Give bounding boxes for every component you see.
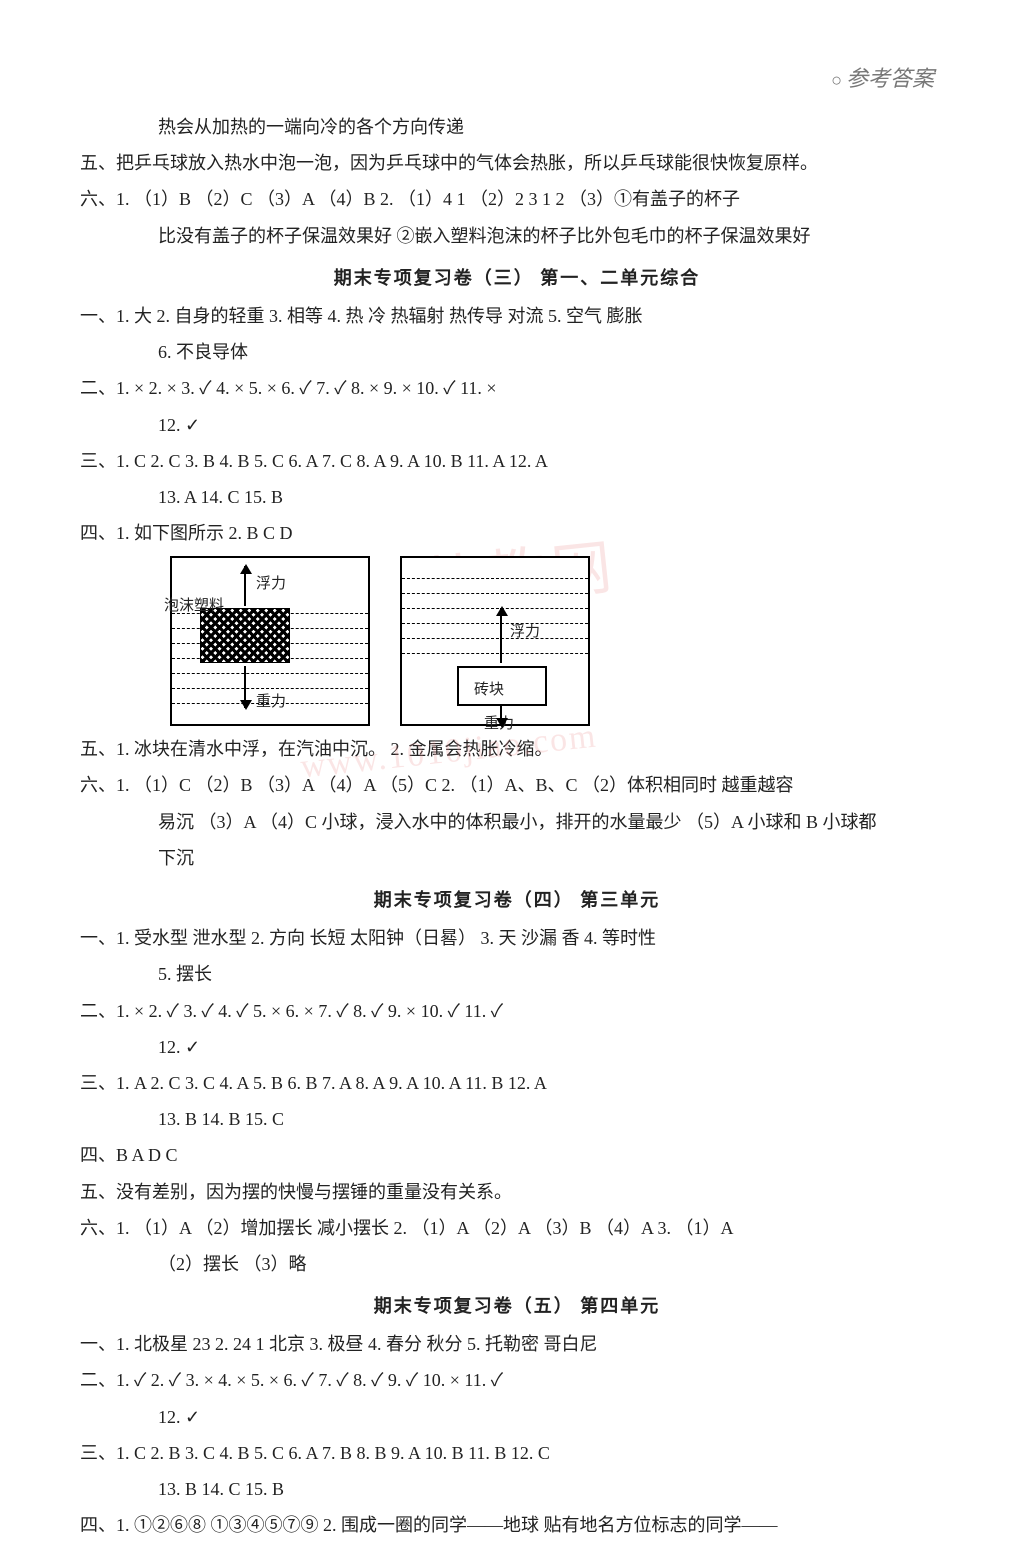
label-fuli-1: 浮力 [256,570,286,599]
section-3-title: 期末专项复习卷（三） 第一、二单元综合 [80,261,954,295]
pre-line-4: 比没有盖子的杯子保温效果好 ②嵌入塑料泡沫的杯子比外包毛巾的杯子保温效果好 [80,219,954,253]
sec4-si: 四、B A D C [80,1138,954,1172]
section-5-title: 期末专项复习卷（五） 第四单元 [80,1289,954,1323]
sec4-yi-1: 一、1. 受水型 泄水型 2. 方向 长短 太阳钟（日晷） 3. 天 沙漏 香 … [80,921,954,955]
sec5-san-1b: 13. B 14. C 15. B [80,1472,954,1506]
diagram-foam: 浮力 泡沫塑料 重力 [170,556,370,726]
label-zhongli-1: 重力 [256,688,286,717]
sec3-wu: 五、1. 冰块在清水中浮，在汽油中沉。 2. 金属会热胀冷缩。 [80,732,954,766]
pre-line-3: 六、1. （1）B （2）C （3）A （4）B 2. （1）4 1 （2）2 … [80,182,954,216]
pre-line-1: 热会从加热的一端向冷的各个方向传递 [80,110,954,144]
sec5-yi-1: 一、1. 北极星 23 2. 24 1 北京 3. 极昼 4. 春分 秋分 5.… [80,1327,954,1361]
sec4-er-1: 二、1. × 2. ✓ 3. ✓ 4. ✓ 5. × 6. × 7. ✓ 8. … [80,994,954,1028]
sec4-liu-1b: （2）摆长 （3）略 [80,1247,954,1281]
sec3-yi-1: 一、1. 大 2. 自身的轻重 3. 相等 4. 热 冷 热辐射 热传导 对流 … [80,299,954,333]
sec3-san-1: 三、1. C 2. C 3. B 4. B 5. C 6. A 7. C 8. … [80,444,954,478]
diagram-brick: 浮力 砖块 重力 [400,556,590,726]
sec5-si: 四、1. ①②⑥⑧ ①③④⑤⑦⑨ 2. 围成一圈的同学——地球 贴有地名方位标志… [80,1508,954,1542]
section-4-title: 期末专项复习卷（四） 第三单元 [80,883,954,917]
sec4-liu-1: 六、1. （1）A （2）增加摆长 减小摆长 2. （1）A （2）A （3）B… [80,1211,954,1245]
sec4-er-1b: 12. ✓ [80,1030,954,1064]
diagram-row: 浮力 泡沫塑料 重力 浮力 砖块 重力 [170,556,954,726]
sec3-si: 四、1. 如下图所示 2. B C D [80,516,954,550]
sec4-san-1: 三、1. A 2. C 3. C 4. A 5. B 6. B 7. A 8. … [80,1066,954,1100]
sec3-er-1b: 12. ✓ [80,408,954,442]
sec4-wu: 五、没有差别，因为摆的快慢与摆锤的重量没有关系。 [80,1175,954,1209]
sec3-san-1b: 13. A 14. C 15. B [80,480,954,514]
sec5-san-1: 三、1. C 2. B 3. C 4. B 5. C 6. A 7. B 8. … [80,1436,954,1470]
sec4-yi-1b: 5. 摆长 [80,957,954,991]
sec4-san-1b: 13. B 14. B 15. C [80,1102,954,1136]
label-paomo: 泡沫塑料 [164,592,224,621]
sec3-yi-1b: 6. 不良导体 [80,335,954,369]
sec3-liu-1c: 下沉 [80,841,954,875]
label-zhuankuai: 砖块 [474,676,504,705]
sec5-er-1: 二、1. ✓ 2. ✓ 3. × 4. × 5. × 6. ✓ 7. ✓ 8. … [80,1363,954,1397]
sec3-er-1: 二、1. × 2. × 3. ✓ 4. × 5. × 6. ✓ 7. ✓ 8. … [80,371,954,405]
header-badge: 参考答案 [831,58,934,100]
sec3-liu-1: 六、1. （1）C （2）B （3）A （4）A （5）C 2. （1）A、B、… [80,768,954,802]
pre-line-2: 五、把乒乓球放入热水中泡一泡，因为乒乓球中的气体会热胀，所以乒乓球能很快恢复原样… [80,146,954,180]
label-fuli-2: 浮力 [510,618,540,647]
sec3-liu-1b: 易沉 （3）A （4）C 小球，浸入水中的体积最小，排开的水量最少 （5）A 小… [80,805,954,839]
